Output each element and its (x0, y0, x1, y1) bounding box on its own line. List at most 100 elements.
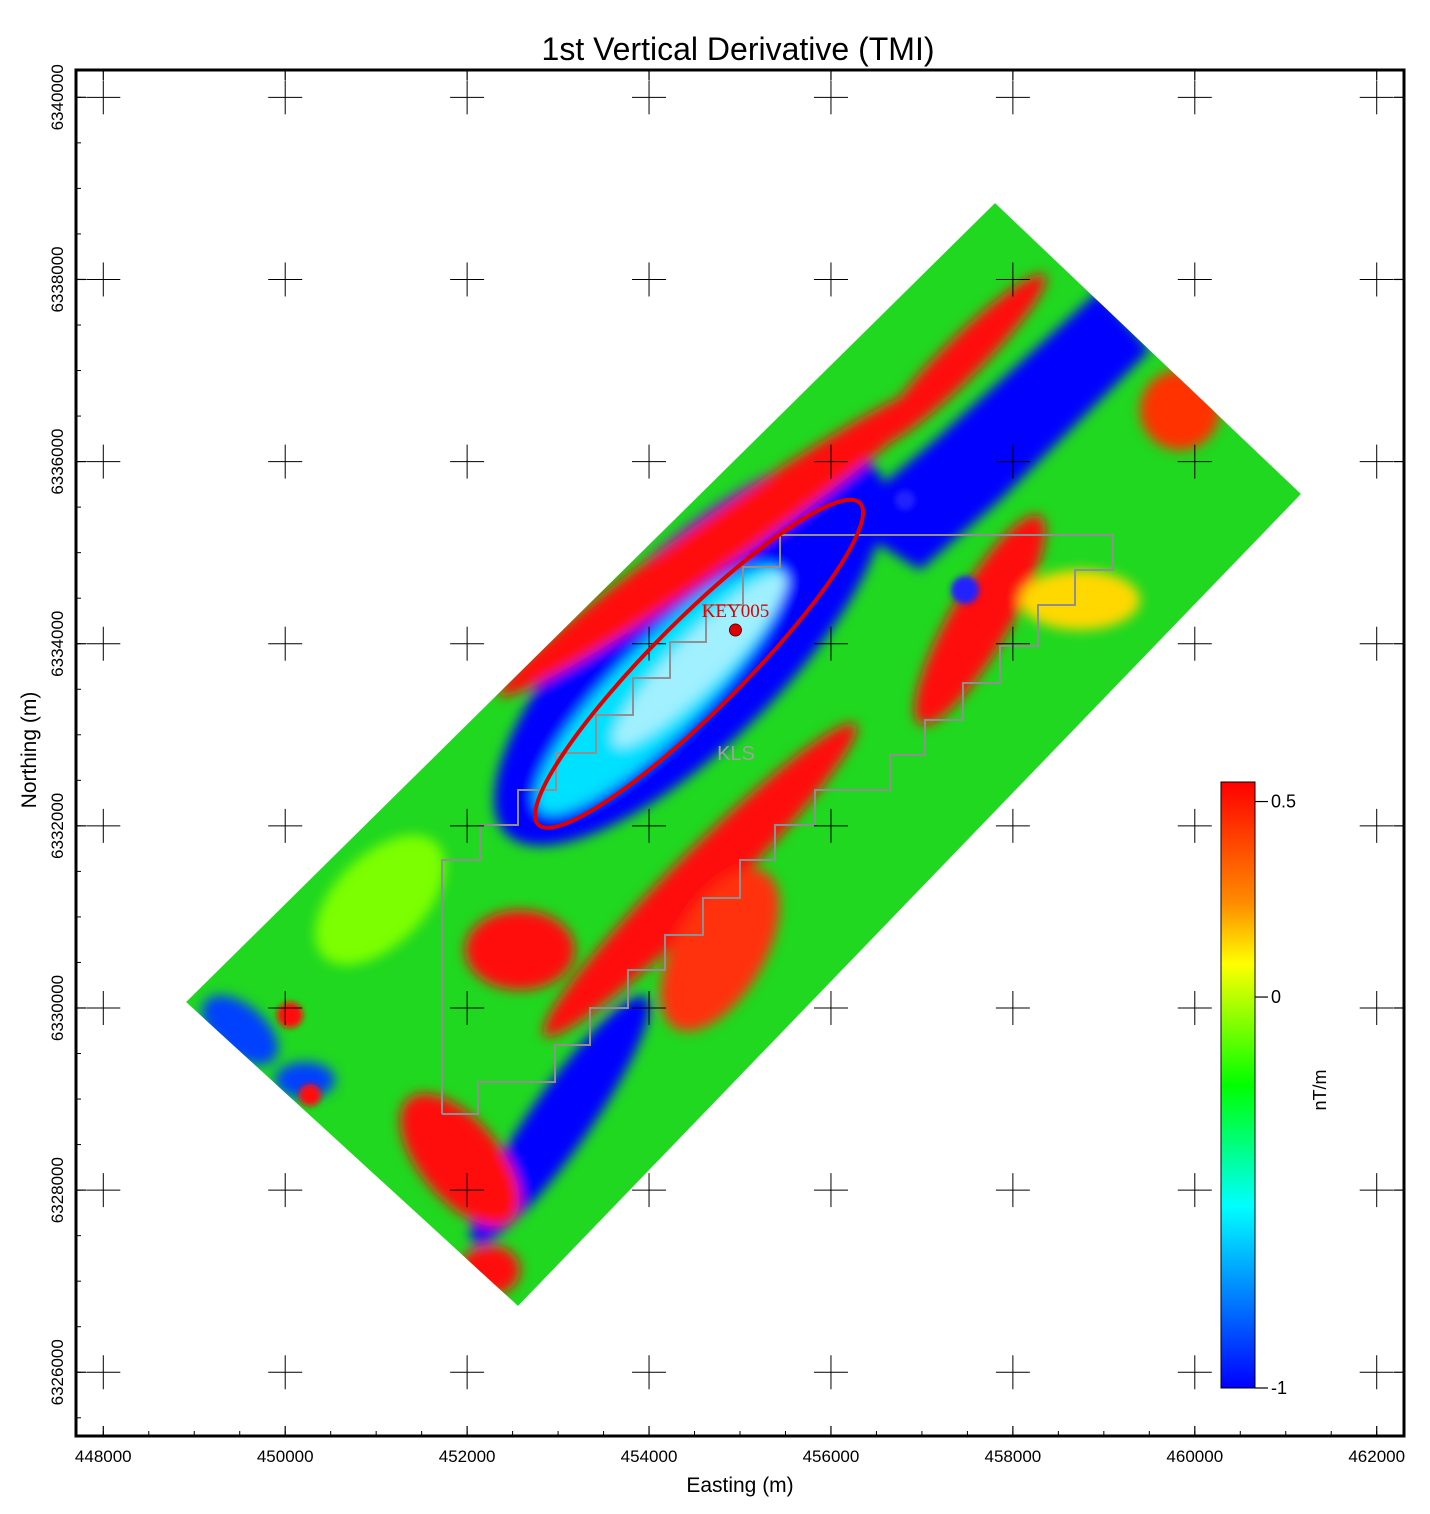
grid-crosshair (86, 808, 121, 843)
y-tick-label: 6336000 (48, 428, 67, 494)
grid-crosshair (1359, 990, 1394, 1025)
grid-crosshair (813, 444, 848, 479)
grid-crosshair (632, 80, 667, 115)
grid-crosshair (632, 1173, 667, 1208)
x-tick-label: 462000 (1348, 1447, 1405, 1466)
x-tick-label: 456000 (803, 1447, 860, 1466)
map-title: 1st Vertical Derivative (TMI) (542, 31, 935, 67)
grid-crosshair (632, 990, 667, 1025)
grid-crosshair (450, 262, 485, 297)
grid-crosshair (268, 990, 303, 1025)
grid-crosshair (268, 262, 303, 297)
grid-crosshair (450, 990, 485, 1025)
grid-crosshair (1177, 626, 1212, 661)
grid-crosshair (86, 1355, 121, 1390)
grid-crosshair (1359, 626, 1394, 661)
grid-crosshair (268, 808, 303, 843)
grid-crosshair (1177, 1173, 1212, 1208)
y-tick-label: 6328000 (48, 1157, 67, 1223)
grid-crosshair (632, 626, 667, 661)
grid-crosshair (1359, 1173, 1394, 1208)
grid-crosshair (1177, 1355, 1212, 1390)
colorbar-unit: nT/m (1310, 1069, 1330, 1110)
grid-crosshair (995, 1173, 1030, 1208)
colorbar-ticks: 0.5 0 -1 (1255, 792, 1296, 1398)
grid-crosshair (813, 808, 848, 843)
grid-crosshair (813, 1355, 848, 1390)
x-tick-label: 458000 (985, 1447, 1042, 1466)
grid-crosshair (995, 80, 1030, 115)
survey-raster (186, 203, 1301, 1306)
x-axis-label: Easting (m) (686, 1474, 793, 1497)
grid-crosshair (813, 626, 848, 661)
grid-crosshair (1359, 262, 1394, 297)
y-tick-label: 6338000 (48, 246, 67, 312)
grid-crosshair (86, 80, 121, 115)
grid-crosshair (86, 626, 121, 661)
site-label: KEY005 (702, 601, 770, 622)
grid-crosshair (995, 808, 1030, 843)
grid-crosshair (995, 444, 1030, 479)
grid-crosshair (450, 626, 485, 661)
grid-crosshair (632, 262, 667, 297)
x-tick-label: 450000 (257, 1447, 314, 1466)
grid-crosshair (1177, 990, 1212, 1025)
y-tick-label: 6332000 (48, 793, 67, 859)
colorbar-tick-label: -1 (1271, 1378, 1287, 1398)
grid-crosshair (450, 808, 485, 843)
grid-crosshairs (86, 80, 1394, 1390)
colorbar: 0.5 0 -1 nT/m (1220, 781, 1330, 1398)
colorbar-tick-label: 0.5 (1271, 792, 1296, 812)
grid-crosshair (995, 1355, 1030, 1390)
grid-crosshair (813, 990, 848, 1025)
grid-crosshair (1177, 444, 1212, 479)
grid-crosshair (632, 808, 667, 843)
grid-crosshair (995, 990, 1030, 1025)
grid-crosshair (268, 80, 303, 115)
y-axis-ticks: 6326000 6328000 6330000 6332000 6334000 63360… (48, 64, 1404, 1419)
grid-crosshair (1177, 808, 1212, 843)
site-marker (728, 623, 742, 637)
x-tick-label: 460000 (1166, 1447, 1223, 1466)
x-axis-ticks: 448000 450000 452000 454000 456000 458000 4600… (75, 70, 1405, 1466)
grid-crosshair (268, 444, 303, 479)
grid-crosshair (632, 444, 667, 479)
grid-crosshair (632, 1355, 667, 1390)
x-tick-label: 452000 (439, 1447, 496, 1466)
grid-crosshair (86, 262, 121, 297)
grid-crosshair (268, 1355, 303, 1390)
grid-crosshair (86, 1173, 121, 1208)
grid-crosshair (995, 626, 1030, 661)
grid-crosshair (268, 626, 303, 661)
grid-crosshair (1359, 80, 1394, 115)
grid-crosshair (1177, 80, 1212, 115)
grid-crosshair (86, 444, 121, 479)
y-tick-label: 6334000 (48, 611, 67, 677)
x-tick-label: 448000 (75, 1447, 132, 1466)
grid-crosshair (813, 1173, 848, 1208)
grid-crosshair (450, 80, 485, 115)
tenement-boundary (441, 534, 1114, 1115)
grid-crosshair (1177, 262, 1212, 297)
y-tick-label: 6340000 (48, 64, 67, 130)
grid-crosshair (86, 990, 121, 1025)
grid-crosshair (813, 262, 848, 297)
x-tick-label: 454000 (621, 1447, 678, 1466)
y-axis-label: Northing (m) (18, 692, 41, 809)
tenement-label: KLS (717, 743, 755, 765)
grid-crosshair (995, 262, 1030, 297)
grid-crosshair (450, 1355, 485, 1390)
grid-crosshair (1359, 1355, 1394, 1390)
y-tick-label: 6330000 (48, 975, 67, 1041)
colorbar-tick-label: 0 (1271, 987, 1281, 1007)
grid-crosshair (268, 1173, 303, 1208)
grid-crosshair (813, 80, 848, 115)
grid-crosshair (1359, 444, 1394, 479)
grid-crosshair (450, 444, 485, 479)
target-ellipse (533, 497, 866, 830)
grid-crosshair (450, 1173, 485, 1208)
colorbar-gradient (1220, 781, 1256, 1389)
grid-crosshair (1359, 808, 1394, 843)
y-tick-label: 6326000 (48, 1339, 67, 1405)
